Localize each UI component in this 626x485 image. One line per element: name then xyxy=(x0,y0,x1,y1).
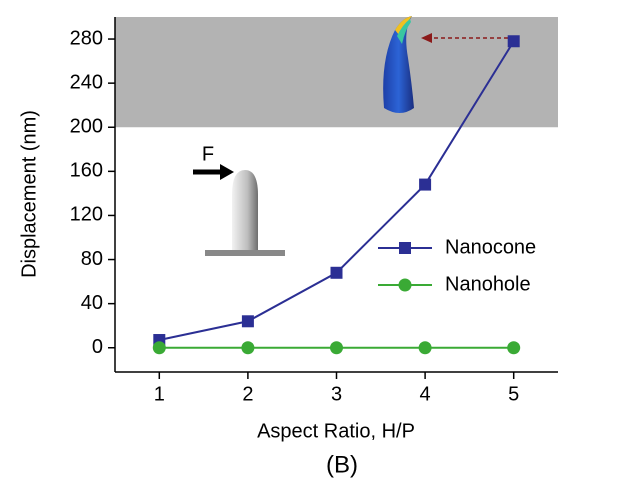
displacement-arrowhead xyxy=(421,33,432,43)
y-tick-label: 120 xyxy=(70,204,103,226)
point xyxy=(418,341,432,355)
legend-marker xyxy=(398,278,412,292)
legend-label: Nanohole xyxy=(445,273,531,295)
point xyxy=(241,341,255,355)
legend-label: Nanocone xyxy=(445,236,536,258)
y-tick-label: 80 xyxy=(81,248,103,270)
y-tick-label: 40 xyxy=(81,292,103,314)
pillar xyxy=(232,170,258,252)
y-tick-label: 240 xyxy=(70,71,103,93)
x-tick-label: 1 xyxy=(154,383,165,405)
cone-tip-strain xyxy=(397,19,411,44)
point xyxy=(330,266,343,279)
band-layer xyxy=(115,17,558,128)
y-tick-label: 160 xyxy=(70,160,103,182)
y-tick-label: 280 xyxy=(70,27,103,49)
y-tick-label: 0 xyxy=(92,336,103,358)
y-tick-label: 200 xyxy=(70,116,103,138)
shaded-band xyxy=(115,17,558,128)
point xyxy=(152,341,166,355)
bent-cone xyxy=(383,16,414,113)
force-label: F xyxy=(202,143,214,165)
x-tick-label: 5 xyxy=(508,383,519,405)
point xyxy=(419,178,432,191)
point xyxy=(507,35,520,48)
x-axis-title: Aspect Ratio, H/P xyxy=(257,420,415,442)
force-arrowhead xyxy=(220,164,234,180)
x-tick-label: 3 xyxy=(331,383,342,405)
x-tick-label: 4 xyxy=(420,383,431,405)
legend-marker xyxy=(399,242,411,254)
point xyxy=(241,315,254,328)
substrate xyxy=(205,250,285,256)
inset-illustrations: F xyxy=(193,16,508,256)
y-axis-title: Displacement (nm) xyxy=(18,110,40,278)
x-tick-label: 2 xyxy=(242,383,253,405)
panel-label: (B) xyxy=(326,451,358,478)
point xyxy=(507,341,521,355)
point xyxy=(330,341,343,355)
